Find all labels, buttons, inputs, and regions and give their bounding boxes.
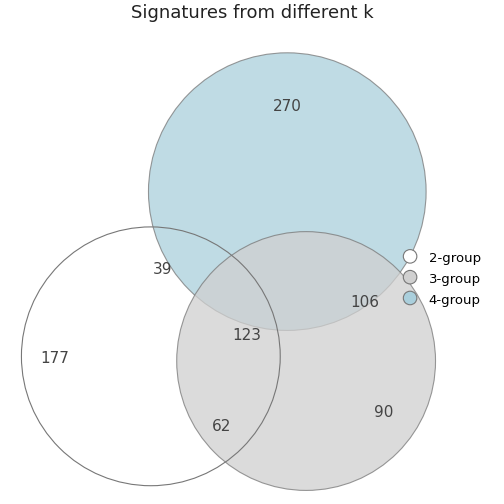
Circle shape bbox=[177, 232, 435, 490]
Circle shape bbox=[149, 53, 426, 331]
Text: 270: 270 bbox=[273, 99, 302, 114]
Text: 106: 106 bbox=[350, 295, 380, 309]
Legend: 2-group, 3-group, 4-group: 2-group, 3-group, 4-group bbox=[402, 251, 481, 306]
Text: 123: 123 bbox=[233, 328, 262, 343]
Text: 62: 62 bbox=[212, 419, 231, 434]
Text: 39: 39 bbox=[153, 262, 172, 277]
Title: Signatures from different k: Signatures from different k bbox=[131, 4, 373, 22]
Text: 177: 177 bbox=[40, 351, 69, 366]
Text: 90: 90 bbox=[374, 405, 394, 420]
